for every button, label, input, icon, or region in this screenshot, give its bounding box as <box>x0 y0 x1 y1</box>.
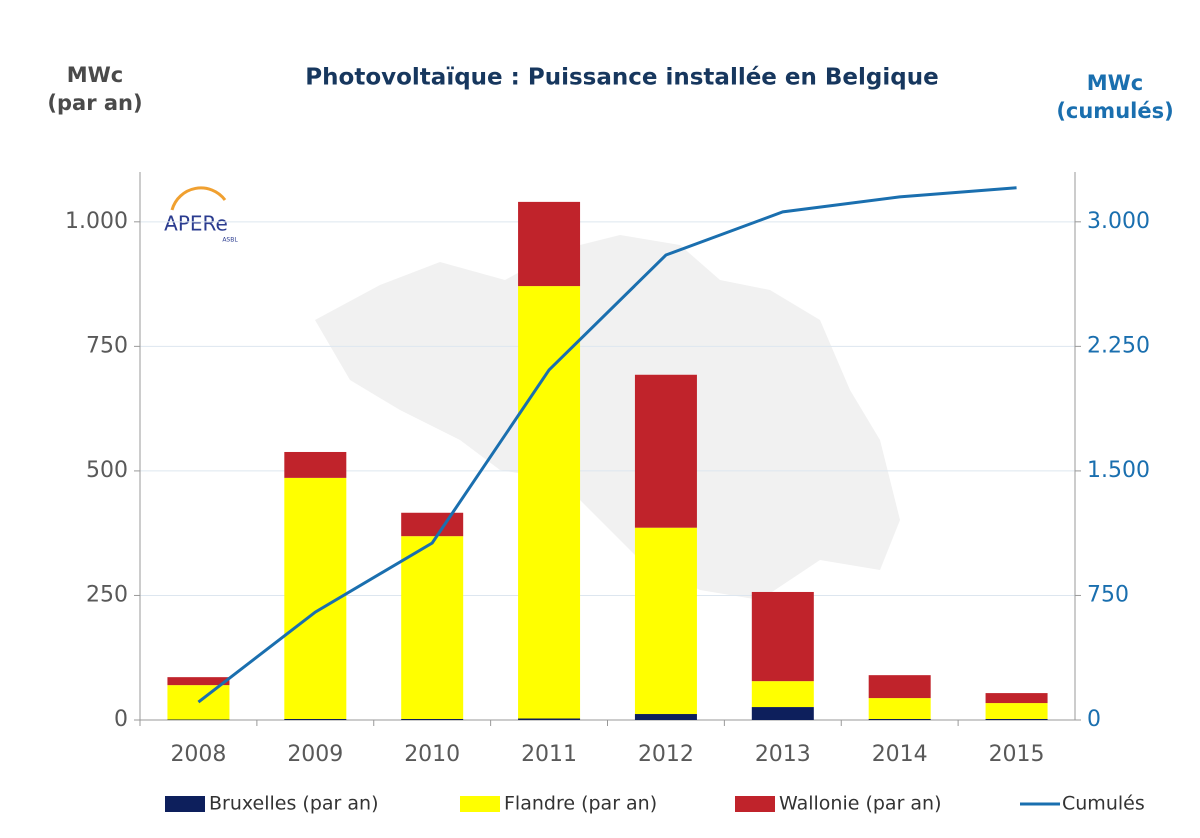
y-tick-label: 500 <box>86 458 128 483</box>
legend-label: Bruxelles (par an) <box>209 793 379 815</box>
x-tick-label: 2011 <box>521 742 577 767</box>
bar <box>167 685 230 720</box>
bar <box>401 536 464 720</box>
bar <box>868 675 931 699</box>
logo: APERe <box>164 212 228 236</box>
legend-swatch <box>735 796 775 812</box>
bar <box>518 286 581 719</box>
y-tick-label: 1.000 <box>65 209 128 234</box>
legend-swatch <box>460 796 500 812</box>
bar <box>868 698 931 720</box>
bar <box>401 719 464 720</box>
legend-swatch <box>165 796 205 812</box>
bar <box>518 201 581 287</box>
y-axis-label: (par an) <box>47 91 142 115</box>
bar <box>167 677 230 686</box>
bar <box>634 527 697 715</box>
chart-title: Photovoltaïque : Puissance installée en … <box>305 65 938 91</box>
y2-tick-label: 3.000 <box>1087 209 1150 234</box>
x-tick-label: 2015 <box>989 742 1045 767</box>
bar <box>985 703 1048 720</box>
x-tick-label: 2010 <box>404 742 460 767</box>
bar <box>634 374 697 528</box>
y-tick-label: 0 <box>114 707 128 732</box>
y-tick-label: 250 <box>86 582 128 607</box>
legend-label: Flandre (par an) <box>504 793 657 815</box>
bar <box>518 718 581 720</box>
x-tick-label: 2008 <box>170 742 226 767</box>
y-tick-label: 750 <box>86 333 128 358</box>
bar <box>751 591 814 682</box>
bar <box>985 719 1048 720</box>
bar <box>868 719 931 720</box>
x-tick-label: 2012 <box>638 742 694 767</box>
y2-axis-label: MWc <box>1087 71 1144 95</box>
legend-label: Cumulés <box>1062 793 1145 815</box>
x-tick-label: 2009 <box>287 742 343 767</box>
x-tick-label: 2014 <box>872 742 928 767</box>
bar <box>751 681 814 708</box>
logo-arc <box>170 186 227 211</box>
y2-axis-label: (cumulés) <box>1056 99 1173 123</box>
background-map <box>315 235 900 600</box>
y2-tick-label: 750 <box>1087 582 1129 607</box>
bar <box>985 693 1048 704</box>
bar <box>634 714 697 720</box>
bar <box>284 451 347 478</box>
bar <box>401 512 464 537</box>
line <box>197 186 1017 704</box>
y-axis-label: MWc <box>67 63 124 87</box>
logo-sub: ASBL <box>222 237 238 244</box>
bar <box>751 707 814 720</box>
x-tick-label: 2013 <box>755 742 811 767</box>
y2-tick-label: 1.500 <box>1087 458 1150 483</box>
y2-tick-label: 2.250 <box>1087 333 1150 358</box>
bar <box>284 719 347 720</box>
legend-label: Wallonie (par an) <box>779 793 942 815</box>
y2-tick-label: 0 <box>1087 707 1101 732</box>
